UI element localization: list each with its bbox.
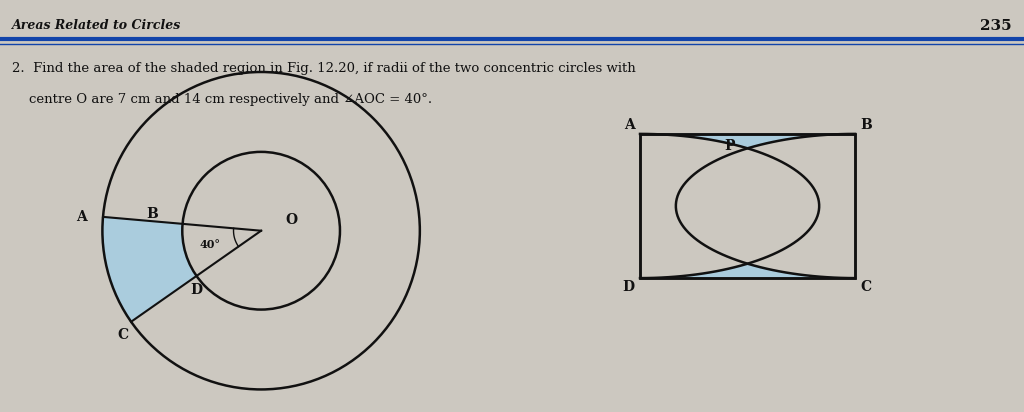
Text: C: C [118,328,128,342]
Text: Areas Related to Circles: Areas Related to Circles [12,19,181,32]
Text: O: O [286,213,298,227]
Text: 235: 235 [980,19,1012,33]
Text: D: D [623,280,635,294]
Text: D: D [190,283,203,297]
Text: 40°: 40° [200,239,220,250]
Text: 2.  Find the area of the shaded region in Fig. 12.20, if radii of the two concen: 2. Find the area of the shaded region in… [12,62,636,75]
Bar [640,134,855,278]
Text: P: P [725,139,735,153]
Text: centre O are 7 cm and 14 cm respectively and ∠AOC = 40°.: centre O are 7 cm and 14 cm respectively… [12,93,432,106]
Text: A: A [624,118,635,132]
Text: B: B [860,118,872,132]
Polygon shape [640,264,855,278]
Text: B: B [146,206,158,220]
Polygon shape [640,134,855,148]
Text: A: A [76,210,87,224]
Bar [640,134,855,278]
Text: C: C [860,280,871,294]
Polygon shape [640,134,855,148]
Polygon shape [102,217,197,322]
